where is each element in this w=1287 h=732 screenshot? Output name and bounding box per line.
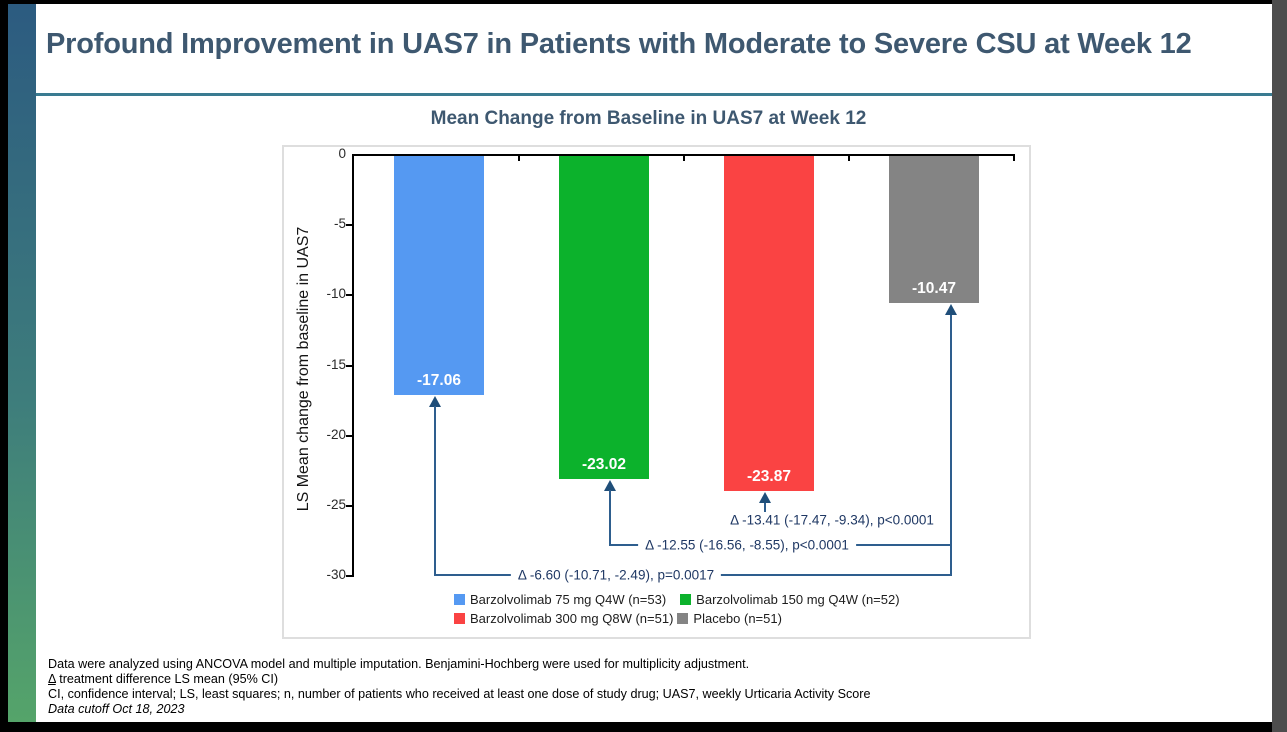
bar-value-label: -23.87 [747, 468, 791, 485]
arrow-up-icon [945, 304, 957, 315]
axis-tick [346, 435, 352, 437]
legend-swatch-green [680, 594, 692, 605]
y-tick-label: -15 [326, 357, 346, 372]
footnote-data-cutoff: Data cutoff Oct 18, 2023 [48, 701, 185, 716]
axis-tick [346, 224, 352, 226]
comparison-line [609, 490, 611, 546]
y-axis-label: LS Mean change from baseline in UAS7 [295, 226, 312, 512]
window-right-edge [1272, 0, 1287, 732]
axis-tick [848, 156, 850, 161]
legend-row: Barzolvolimab 75 mg Q4W (n=53) Barzolvol… [454, 592, 900, 607]
footnote-delta-definition: Δ treatment difference LS mean (95% CI) [48, 672, 1048, 687]
footnotes: Data were analyzed using ANCOVA model an… [48, 657, 1048, 717]
bar-value-label: -10.47 [912, 280, 956, 297]
arrow-up-icon [759, 492, 771, 503]
axis-tick [346, 505, 352, 507]
legend-row: Barzolvolimab 300 mg Q8W (n=51) Placebo … [454, 611, 782, 626]
bar-value-label: -23.02 [582, 456, 626, 473]
axis-tick [346, 365, 352, 367]
legend-item: Barzolvolimab 150 mg Q4W (n=52) [680, 592, 900, 607]
comparison-line [950, 315, 952, 576]
legend-swatch-red [454, 613, 465, 624]
y-tick-label: -30 [326, 567, 346, 582]
legend-item: Barzolvolimab 300 mg Q8W (n=51) [454, 611, 673, 626]
sidebar-accent-bar [8, 4, 36, 722]
bar-value-label: -17.06 [417, 372, 461, 389]
legend-item: Placebo (n=51) [677, 611, 782, 626]
axis-tick [346, 294, 352, 296]
comparison-line [764, 503, 766, 512]
arrow-up-icon [604, 480, 616, 491]
comparison-label: Δ -12.55 (-16.56, -8.55), p<0.0001 [638, 537, 856, 553]
legend-label: Placebo (n=51) [693, 611, 782, 626]
axis-tick [683, 156, 685, 161]
delta-symbol: Δ [48, 671, 56, 686]
comparison-label: Δ -6.60 (-10.71, -2.49), p=0.0017 [510, 567, 722, 583]
legend-label: Barzolvolimab 300 mg Q8W (n=51) [470, 611, 674, 626]
arrow-up-icon [429, 396, 441, 407]
y-tick-label: -10 [326, 286, 346, 301]
legend-item: Barzolvolimab 75 mg Q4W (n=53) [454, 592, 666, 607]
legend-label: Barzolvolimab 75 mg Q4W (n=53) [470, 592, 667, 607]
comparison-line [434, 406, 436, 576]
comparison-label: Δ -13.41 (-17.47, -9.34), p<0.0001 [723, 512, 941, 528]
plot-area: -17.06 -23.02 -23.87 -10.47 [346, 154, 1015, 583]
bar-barzolvolimab-150mg: -23.02 [559, 156, 649, 479]
chart-title: Mean Change from Baseline in UAS7 at Wee… [430, 108, 867, 129]
y-tick-label: -20 [326, 427, 346, 442]
axis-tick [346, 575, 352, 577]
footnote-analysis: Data were analyzed using ANCOVA model an… [48, 657, 750, 671]
bar-placebo: -10.47 [889, 156, 979, 303]
slide-title: Profound Improvement in UAS7 in Patients… [46, 28, 1192, 60]
y-tick-label: -5 [333, 216, 346, 231]
legend-label: Barzolvolimab 150 mg Q4W (n=52) [696, 592, 900, 607]
axis-tick [518, 156, 520, 161]
bar-barzolvolimab-75mg: -17.06 [394, 156, 484, 395]
footnote-delta-text: treatment difference LS mean (95% CI) [55, 671, 279, 686]
legend-swatch-blue [454, 594, 465, 605]
axis-tick [1013, 156, 1015, 161]
title-divider [36, 93, 1272, 96]
y-tick-label: -25 [326, 497, 346, 512]
slide-canvas: Profound Improvement in UAS7 in Patients… [8, 4, 1272, 722]
legend-swatch-gray [677, 613, 689, 624]
y-tick-label: 0 [338, 146, 346, 161]
footnote-abbreviations: CI, confidence interval; LS, least squar… [48, 686, 871, 701]
bar-barzolvolimab-300mg: -23.87 [724, 156, 814, 491]
chart-panel: LS Mean change from baseline in UAS7 0 -… [282, 145, 1031, 639]
